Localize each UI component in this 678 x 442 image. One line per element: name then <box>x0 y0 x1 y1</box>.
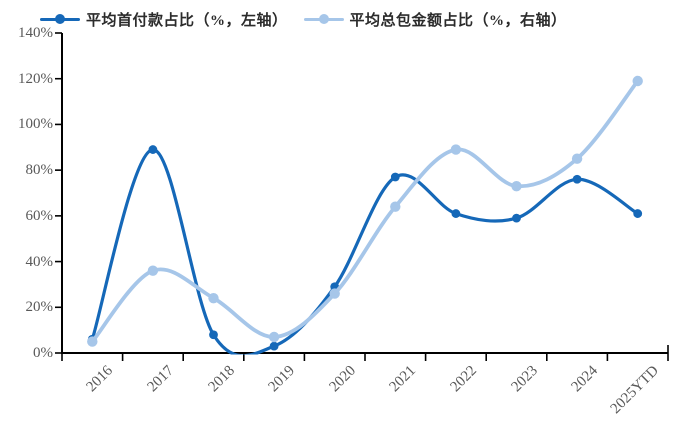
series-0-marker-2018 <box>209 330 218 340</box>
series-1-marker-2024 <box>571 153 583 164</box>
legend-label-avg-total-package: 平均总包金额占比（%，右轴） <box>349 12 567 29</box>
axis-lines <box>61 33 668 354</box>
y-axis-tick-label: 40% <box>25 253 54 270</box>
series-1-marker-2020 <box>329 288 340 299</box>
legend-item-avg-total-package[interactable]: 平均总包金额占比（%，右轴） <box>303 9 567 30</box>
series-0-marker-2017 <box>148 145 158 154</box>
line-dot-marker-icon <box>40 13 80 25</box>
legend-dot-swatch <box>55 14 65 24</box>
series-1-marker-2016 <box>87 336 98 347</box>
y-axis-tick-label: 100% <box>18 116 53 133</box>
series-0-marker-2019 <box>269 341 279 351</box>
series-1-marker-2019 <box>268 331 280 343</box>
series-0-marker-2022 <box>451 209 461 218</box>
y-axis-tick-label: 120% <box>18 70 53 87</box>
y-axis-tick-label: 60% <box>25 207 54 224</box>
legend-dot-swatch <box>318 14 329 24</box>
chart-legend: 平均首付款占比（%，左轴） 平均总包金额占比（%，右轴） <box>40 8 567 30</box>
series-line-1 <box>90 79 640 344</box>
y-axis-tick-label: 0% <box>33 345 53 361</box>
series-1-marker-2017 <box>147 265 159 276</box>
series-1-marker-2023 <box>511 180 522 192</box>
y-axis-tick-label: 20% <box>25 299 54 316</box>
y-axis-tick-label: 80% <box>25 162 54 179</box>
series-1-marker-2022 <box>450 144 462 155</box>
line-dot-marker-icon <box>303 13 344 25</box>
legend-label-avg-down-payment: 平均首付款占比（%，左轴） <box>86 12 288 29</box>
series-0-marker-2025YTD <box>633 209 643 218</box>
series-0-marker-2024 <box>572 174 582 184</box>
series-1-marker-2025YTD <box>632 75 643 87</box>
legend-item-avg-down-payment[interactable]: 平均首付款占比（%，左轴） <box>40 9 288 30</box>
series-1-marker-2021 <box>390 201 401 212</box>
series-0-marker-2023 <box>512 213 521 223</box>
y-axis-tick-label: 140% <box>18 25 53 41</box>
series-1-marker-2018 <box>208 292 219 304</box>
series-0-marker-2021 <box>390 172 400 182</box>
